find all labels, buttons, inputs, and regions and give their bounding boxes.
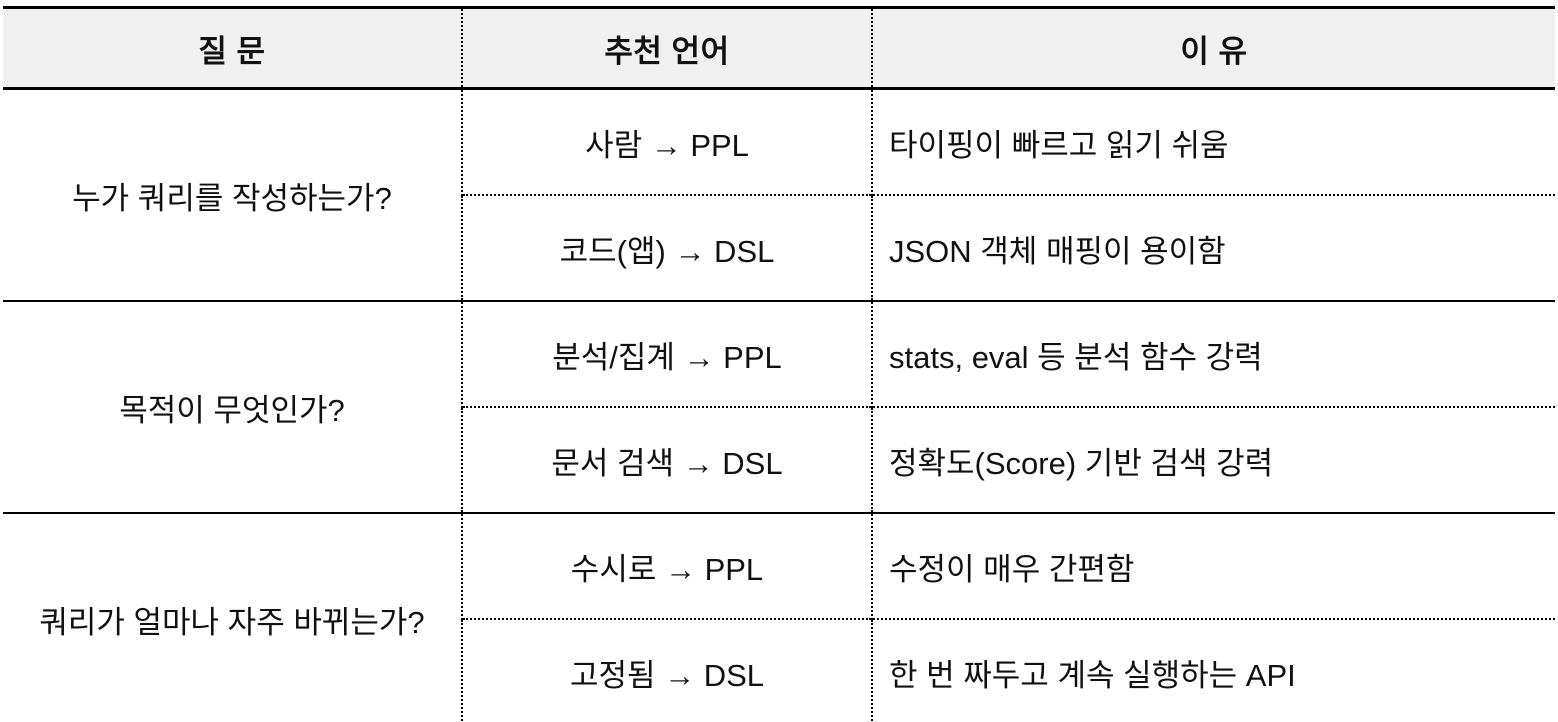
reason-cell: 타이핑이 빠르고 읽기 쉬움 [871, 88, 1555, 195]
table-row: 누가 쿼리를 작성하는가? 사람 → PPL 타이핑이 빠르고 읽기 쉬움 [3, 88, 1555, 301]
table-row: 코드(앱) → DSL JSON 객체 매핑이 용이함 [3, 194, 1555, 301]
language-cell: 문서 검색 → DSL [461, 406, 872, 513]
header-language: 추천 언어 [461, 7, 872, 90]
reason-cell: 한 번 짜두고 계속 실행하는 API [871, 618, 1555, 722]
table-row: 쿼리가 얼마나 자주 바뀌는가? 수시로 → PPL 수정이 매우 간편함 [3, 512, 1555, 722]
question-cell: 목적이 무엇인가? [3, 300, 462, 513]
table-row: 문서 검색 → DSL 정확도(Score) 기반 검색 강력 [3, 406, 1555, 513]
language-cell: 사람 → PPL [461, 88, 872, 195]
table-row: 고정됨 → DSL 한 번 짜두고 계속 실행하는 API [3, 618, 1555, 722]
table-header: 질 문 추천 언어 이 유 [3, 7, 1555, 90]
language-cell: 코드(앱) → DSL [461, 194, 872, 301]
language-cell: 고정됨 → DSL [461, 618, 872, 722]
header-question: 질 문 [3, 7, 462, 90]
query-language-decision-table: 질 문 추천 언어 이 유 누가 쿼리를 작성하는가? 사람 → PPL 타이핑… [3, 6, 1555, 722]
table-row: 목적이 무엇인가? 분석/집계 → PPL stats, eval 등 분석 함… [3, 300, 1555, 513]
reason-cell: JSON 객체 매핑이 용이함 [871, 194, 1555, 301]
reason-cell: 수정이 매우 간편함 [871, 512, 1555, 619]
language-cell: 수시로 → PPL [461, 512, 872, 619]
question-cell: 쿼리가 얼마나 자주 바뀌는가? [3, 512, 462, 722]
language-cell: 분석/집계 → PPL [461, 300, 872, 407]
reason-cell: stats, eval 등 분석 함수 강력 [871, 300, 1555, 407]
header-reason: 이 유 [871, 7, 1555, 90]
reason-cell: 정확도(Score) 기반 검색 강력 [871, 406, 1555, 513]
question-cell: 누가 쿼리를 작성하는가? [3, 88, 462, 301]
